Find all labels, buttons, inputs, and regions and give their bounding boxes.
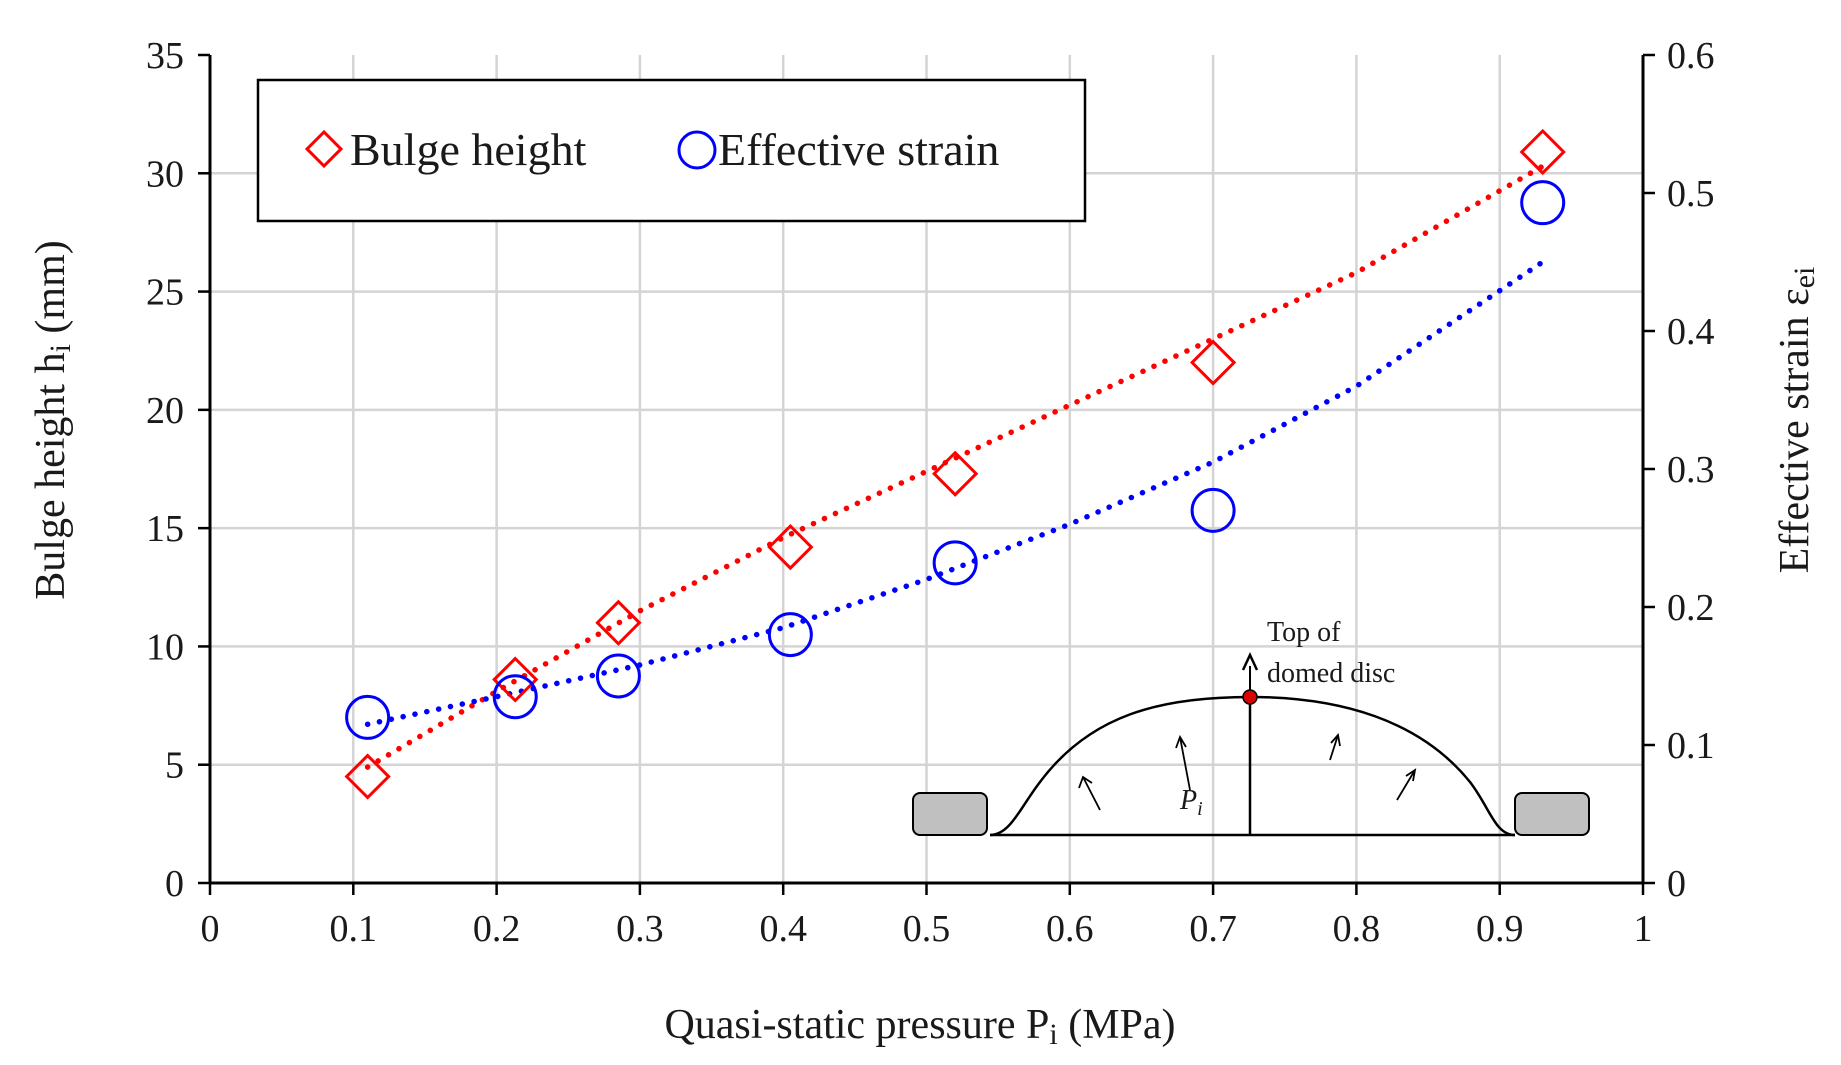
marker-effective-strain	[345, 694, 391, 740]
y-right-tick-label: 0.1	[1667, 725, 1715, 767]
marker-effective-strain	[767, 612, 813, 658]
y-right-tick-label: 0.4	[1667, 311, 1715, 353]
y-right-tick-label: 0.5	[1667, 173, 1715, 215]
marker-bulge-height	[492, 656, 539, 703]
marker-bulge-height	[767, 523, 814, 571]
x-tick-label: 0.9	[1476, 908, 1524, 950]
marker-bulge-height	[595, 599, 642, 646]
y-right-tick-label: 0.2	[1667, 587, 1715, 629]
x-tick-label: 0.3	[616, 908, 664, 950]
y-left-tick-label: 25	[146, 272, 184, 314]
y-right-tick-label: 0	[1667, 863, 1686, 905]
clamp-left	[912, 792, 988, 836]
y-right-axis-title: Effective strain εei	[1772, 267, 1821, 574]
pressure-arrow-icon	[1329, 733, 1341, 761]
y-left-tick-label: 10	[146, 626, 184, 668]
legend-diamond-icon	[304, 129, 344, 169]
pressure-arrow-icon	[1175, 734, 1191, 791]
apex-arrow-icon	[1241, 652, 1259, 671]
pressure-arrows	[1078, 733, 1417, 811]
y-left-tick-label: 35	[146, 35, 184, 77]
y-right-tick-label: 0.6	[1667, 35, 1715, 77]
marker-effective-strain	[595, 653, 641, 699]
marker-effective-strain	[1190, 487, 1236, 533]
y-left-tick-label: 5	[165, 745, 184, 787]
trendline-effective-strain	[364, 259, 1546, 728]
y-left-tick-label: 20	[146, 390, 184, 432]
y-left-tick-label: 30	[146, 153, 184, 195]
x-tick-label: 0.1	[330, 908, 378, 950]
x-tick-label: 0.5	[903, 908, 951, 950]
x-tick-label: 0.4	[759, 908, 807, 950]
inset-label-top: Top of	[1267, 617, 1341, 648]
apex-point	[1242, 689, 1258, 705]
y-left-tick-label: 15	[146, 508, 184, 550]
tick-labels: 0 0.1 0.2 0.3 0.4 0.5 0.6 0.7 0.8 0.9 105101520253…	[146, 35, 1715, 950]
x-tick-label: 0.8	[1333, 908, 1381, 950]
marker-bulge-height	[1519, 128, 1566, 176]
x-tick-label: 0.2	[473, 908, 521, 950]
legend-circle-icon	[677, 130, 717, 170]
pressure-arrow-icon	[1078, 775, 1101, 811]
inset-pressure-label: Pi	[1179, 785, 1203, 820]
x-tick-label: 0	[201, 908, 220, 950]
marker-effective-strain	[492, 674, 538, 720]
marker-bulge-height	[932, 450, 979, 497]
marker-effective-strain	[1520, 180, 1566, 226]
x-tick-label: 0.6	[1046, 908, 1094, 950]
trendlines	[364, 163, 1546, 770]
x-tick-label: 0.7	[1189, 908, 1237, 950]
legend-label-bulge-height: Bulge height	[350, 124, 587, 175]
marker-effective-strain	[932, 540, 978, 586]
y-left-axis-title: Bulge height hi (mm)	[28, 240, 77, 599]
clamp-right	[1514, 792, 1590, 836]
trendline-bulge-height	[364, 163, 1546, 770]
axes	[198, 53, 1655, 895]
pressure-arrow-icon	[1396, 768, 1417, 801]
legend-box	[256, 78, 1087, 223]
legend-label-effective-strain: Effective strain	[718, 124, 999, 175]
legend: Bulge height Effective strain	[256, 78, 1087, 223]
y-right-tick-label: 0.3	[1667, 449, 1715, 491]
marker-bulge-height	[344, 753, 391, 800]
data-markers	[344, 128, 1566, 800]
inset-label-bottom: domed disc	[1267, 658, 1395, 689]
x-tick-label: 1	[1634, 908, 1653, 950]
y-left-tick-label: 0	[165, 863, 184, 905]
x-axis-title: Quasi-static pressure Pi (MPa)	[664, 1002, 1175, 1051]
inset-schematic: Top of domed disc Pi	[912, 617, 1590, 837]
marker-bulge-height	[1189, 339, 1237, 386]
